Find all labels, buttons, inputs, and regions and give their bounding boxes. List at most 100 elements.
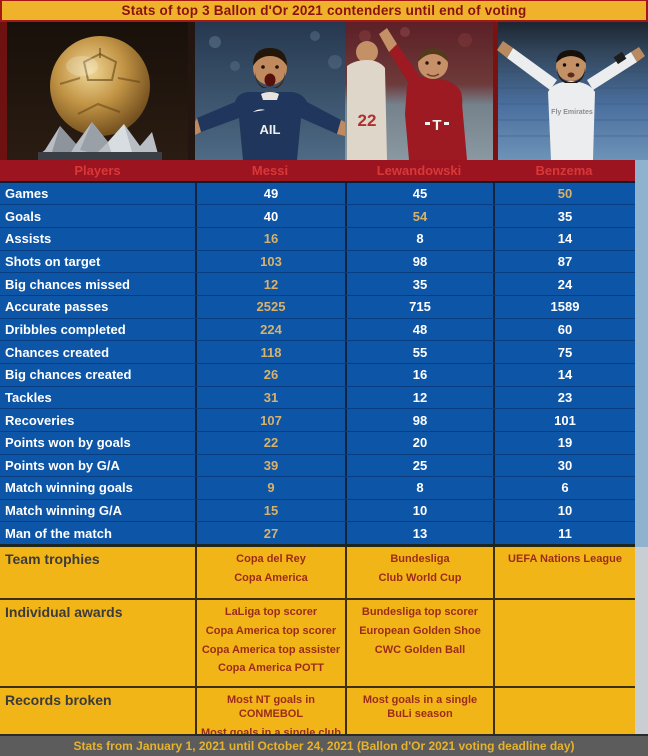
stat-value: 54 xyxy=(345,205,493,228)
stat-value: 25 xyxy=(345,454,493,477)
stat-row: Goals 40 54 35 xyxy=(0,204,635,228)
messi-head xyxy=(253,51,287,85)
stat-label: Recoveries xyxy=(5,412,75,428)
section-cell xyxy=(493,688,635,734)
stat-label: Chances created xyxy=(5,344,110,360)
title-bar: Stats of top 3 Ballon d'Or 2021 contende… xyxy=(0,0,648,22)
section-line: Bundesliga xyxy=(390,553,450,565)
stat-value: 30 xyxy=(493,454,635,477)
stat-value: 8 xyxy=(345,228,493,250)
stat-value: 35 xyxy=(493,205,635,228)
stat-value: 87 xyxy=(493,250,635,273)
stat-value: 13 xyxy=(345,522,493,545)
stat-value: 15 xyxy=(195,499,345,522)
photo-strip: AIL 22 xyxy=(0,22,648,160)
stat-label: Goals xyxy=(5,208,42,224)
stat-value: 16 xyxy=(345,363,493,386)
stat-value: 11 xyxy=(493,522,635,545)
stat-value: 9 xyxy=(195,477,345,499)
section-line: Copa America top scorer xyxy=(205,624,337,637)
sections: Team trophies Copa del Rey Copa America Bun… xyxy=(0,544,635,739)
stat-row: Match winning goals 9 8 6 xyxy=(0,476,635,499)
stat-value: 107 xyxy=(195,409,345,431)
stat-value: 35 xyxy=(345,273,493,296)
section-row: Team trophies Copa del Rey Copa America Bun… xyxy=(0,547,635,598)
section-cell: LaLiga top scorer Copa America top scorer… xyxy=(195,600,345,686)
stat-value: 2525 xyxy=(195,296,345,318)
benzema-photo: Fly Emirates xyxy=(493,22,648,160)
messi-jersey-sponsor-text: AIL xyxy=(260,122,281,137)
section-line: European Golden Shoe xyxy=(359,624,481,637)
stat-row: Shots on target 103 98 87 xyxy=(0,249,635,273)
stat-label: Points won by goals xyxy=(5,435,131,451)
section-line: Copa America POTT xyxy=(218,662,324,675)
background-player-22: 22 xyxy=(347,41,387,160)
stat-label: Points won by G/A xyxy=(5,457,120,473)
stat-value: 39 xyxy=(195,454,345,477)
stat-value: 75 xyxy=(493,341,635,363)
section-line: Copa America xyxy=(234,571,308,584)
stat-row: Assists 16 8 14 xyxy=(0,227,635,250)
benzema-jersey-sponsor-text: Fly Emirates xyxy=(551,109,593,116)
lewandowski-jersey-sponsor-text: T xyxy=(432,117,441,134)
stat-value: 24 xyxy=(493,273,635,296)
stat-value: 98 xyxy=(345,409,493,431)
stat-label: Man of the match xyxy=(5,525,112,541)
stat-value: 16 xyxy=(195,228,345,250)
captain-armband xyxy=(613,51,627,65)
stat-value: 60 xyxy=(493,318,635,341)
stat-row: Big chances missed 12 35 24 xyxy=(0,272,635,296)
section-cell: UEFA Nations League xyxy=(493,547,635,598)
section-cell: Most goals in a single BuLi season xyxy=(345,688,493,734)
stat-value: 12 xyxy=(345,386,493,409)
stat-row: Match winning G/A 15 10 10 xyxy=(0,498,635,522)
stat-value: 98 xyxy=(345,250,493,273)
section-cell xyxy=(493,600,635,686)
stat-value: 14 xyxy=(493,228,635,250)
stat-label: Match winning goals xyxy=(5,480,133,496)
stat-value: 49 xyxy=(195,182,345,205)
section-row: Individual awards LaLiga top scorer Copa A… xyxy=(0,598,635,686)
stat-value: 22 xyxy=(195,431,345,454)
section-line: LaLiga top scorer xyxy=(224,606,318,618)
stat-value: 118 xyxy=(195,341,345,363)
stat-label: Big chances created xyxy=(5,367,132,383)
stats-table-zone: Players Messi Lewandowski Benzema Games 4… xyxy=(0,160,648,739)
header-player-messi: Messi xyxy=(251,162,289,178)
stats-rows: Games 49 45 50 Goals 40 54 35 Assists 16 8 14 Shots … xyxy=(0,180,635,545)
stat-value: 715 xyxy=(345,296,493,318)
stat-value: 14 xyxy=(493,363,635,386)
stat-value: 224 xyxy=(195,318,345,341)
footer-bar: Stats from January 1, 2021 until October… xyxy=(0,734,648,756)
stat-value: 48 xyxy=(345,318,493,341)
footer-note: Stats from January 1, 2021 until October… xyxy=(73,739,575,753)
stat-value: 8 xyxy=(345,477,493,499)
header-player-lewandowski: Lewandowski xyxy=(376,162,462,178)
stat-value: 27 xyxy=(195,522,345,545)
stats-table: Players Messi Lewandowski Benzema Games 4… xyxy=(0,160,635,739)
section-cell: Copa del Rey Copa America xyxy=(195,547,345,598)
stat-row: Points won by goals 22 20 19 xyxy=(0,430,635,454)
stat-value: 10 xyxy=(345,499,493,522)
stat-row: Chances created 118 55 75 xyxy=(0,340,635,363)
section-cell: Bundesliga Club World Cup xyxy=(345,547,493,598)
stat-value: 103 xyxy=(195,250,345,273)
messi-photo: AIL xyxy=(195,22,345,160)
stat-value: 45 xyxy=(345,182,493,205)
stat-value: 50 xyxy=(493,182,635,205)
stat-label: Games xyxy=(5,186,49,202)
benzema-figure: Fly Emirates xyxy=(497,41,645,160)
section-line: Copa del Rey xyxy=(236,553,306,565)
stat-row: Big chances created 26 16 14 xyxy=(0,362,635,386)
jersey-number-22: 22 xyxy=(358,111,377,130)
stat-value: 1589 xyxy=(493,296,635,318)
background-photo-sliver xyxy=(635,160,648,734)
stat-value: 6 xyxy=(493,477,635,499)
stat-label: Match winning G/A xyxy=(5,503,122,519)
section-cell: Most NT goals in CONMEBOL Most goals in a… xyxy=(195,688,345,739)
stat-label: Tackles xyxy=(5,389,52,405)
section-label: Individual awards xyxy=(5,604,123,620)
section-line: UEFA Nations League xyxy=(508,553,622,565)
stat-row: Accurate passes 2525 715 1589 xyxy=(0,295,635,318)
